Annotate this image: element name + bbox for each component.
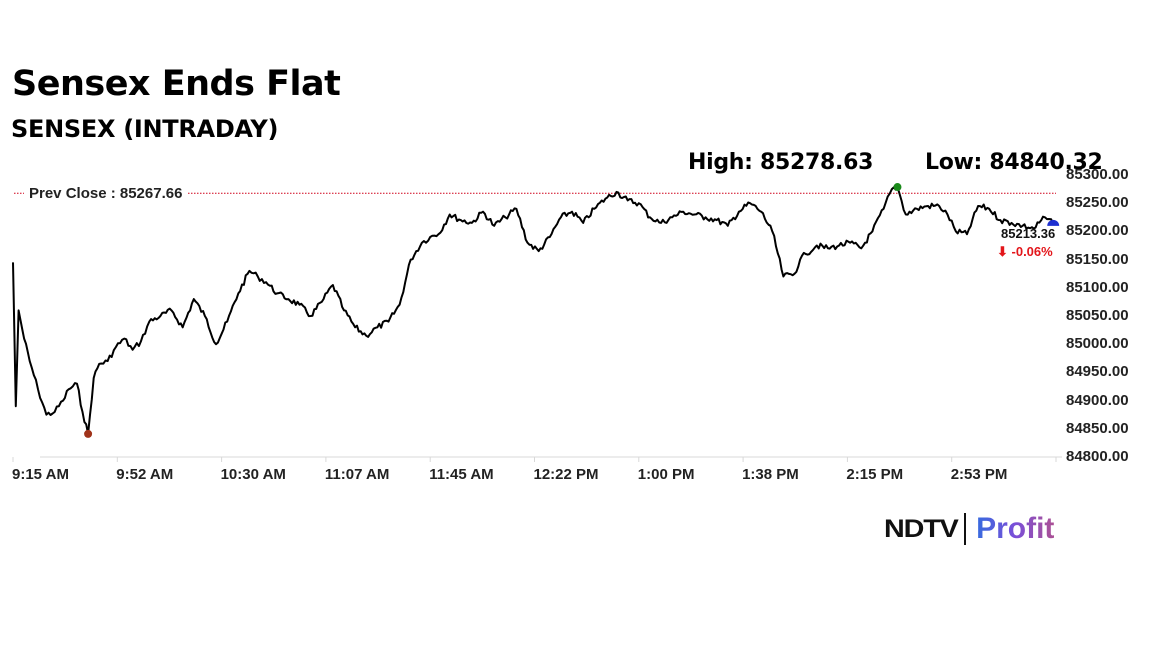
logo-divider bbox=[964, 513, 967, 545]
last-price-marker-icon bbox=[1047, 219, 1060, 226]
last-price-value: 85213.36 bbox=[1001, 226, 1056, 241]
y-tick-label: 84900.00 bbox=[1066, 391, 1129, 409]
x-tick-label: 2:15 PM bbox=[846, 466, 904, 483]
y-tick-label: 85000.00 bbox=[1066, 335, 1129, 353]
logo-ndtv-text: NDTV bbox=[884, 514, 959, 543]
low-label: Low: 84840.32 bbox=[925, 150, 1103, 175]
x-tick-label: 11:45 AM bbox=[429, 466, 494, 483]
y-tick-label: 84850.00 bbox=[1066, 419, 1129, 437]
sensex-line bbox=[12, 186, 1055, 435]
x-tick-label: 2:53 PM bbox=[950, 466, 1008, 483]
low-marker-icon bbox=[84, 429, 93, 438]
x-tick-label: 10:30 AM bbox=[220, 466, 286, 483]
chart-title: Sensex Ends Flat bbox=[12, 64, 341, 104]
y-tick-label: 84950.00 bbox=[1066, 363, 1129, 381]
y-tick-label: 85050.00 bbox=[1066, 307, 1129, 324]
ndtv-profit-logo: NDTV Profit bbox=[884, 512, 1058, 546]
y-tick-label: 85250.00 bbox=[1066, 194, 1129, 212]
x-axis bbox=[12, 456, 1062, 462]
y-tick-label: 85100.00 bbox=[1066, 278, 1129, 296]
y-tick-label: 85150.00 bbox=[1066, 250, 1129, 268]
prev-close-label: Prev Close : 85267.66 bbox=[24, 185, 188, 202]
high-marker-icon bbox=[893, 183, 902, 192]
x-tick-label: 9:15 AM bbox=[12, 466, 69, 483]
chart-subtitle: SENSEX (INTRADAY) bbox=[11, 115, 279, 143]
x-tick-label: 1:00 PM bbox=[637, 466, 695, 483]
x-tick-label: 1:38 PM bbox=[742, 466, 799, 483]
change-percent: ⬇ -0.06% bbox=[997, 244, 1053, 259]
y-tick-label: 85200.00 bbox=[1066, 222, 1129, 240]
x-tick-label: 9:52 AM bbox=[116, 466, 174, 483]
logo-profit-text: Profit bbox=[972, 512, 1058, 546]
x-tick-label: 11:07 AM bbox=[324, 466, 390, 483]
high-label: High: 85278.63 bbox=[688, 150, 874, 175]
x-tick-label: 12:22 PM bbox=[533, 466, 599, 483]
y-tick-label: 85300.00 bbox=[1066, 166, 1129, 183]
y-tick-label: 84800.00 bbox=[1066, 448, 1129, 465]
